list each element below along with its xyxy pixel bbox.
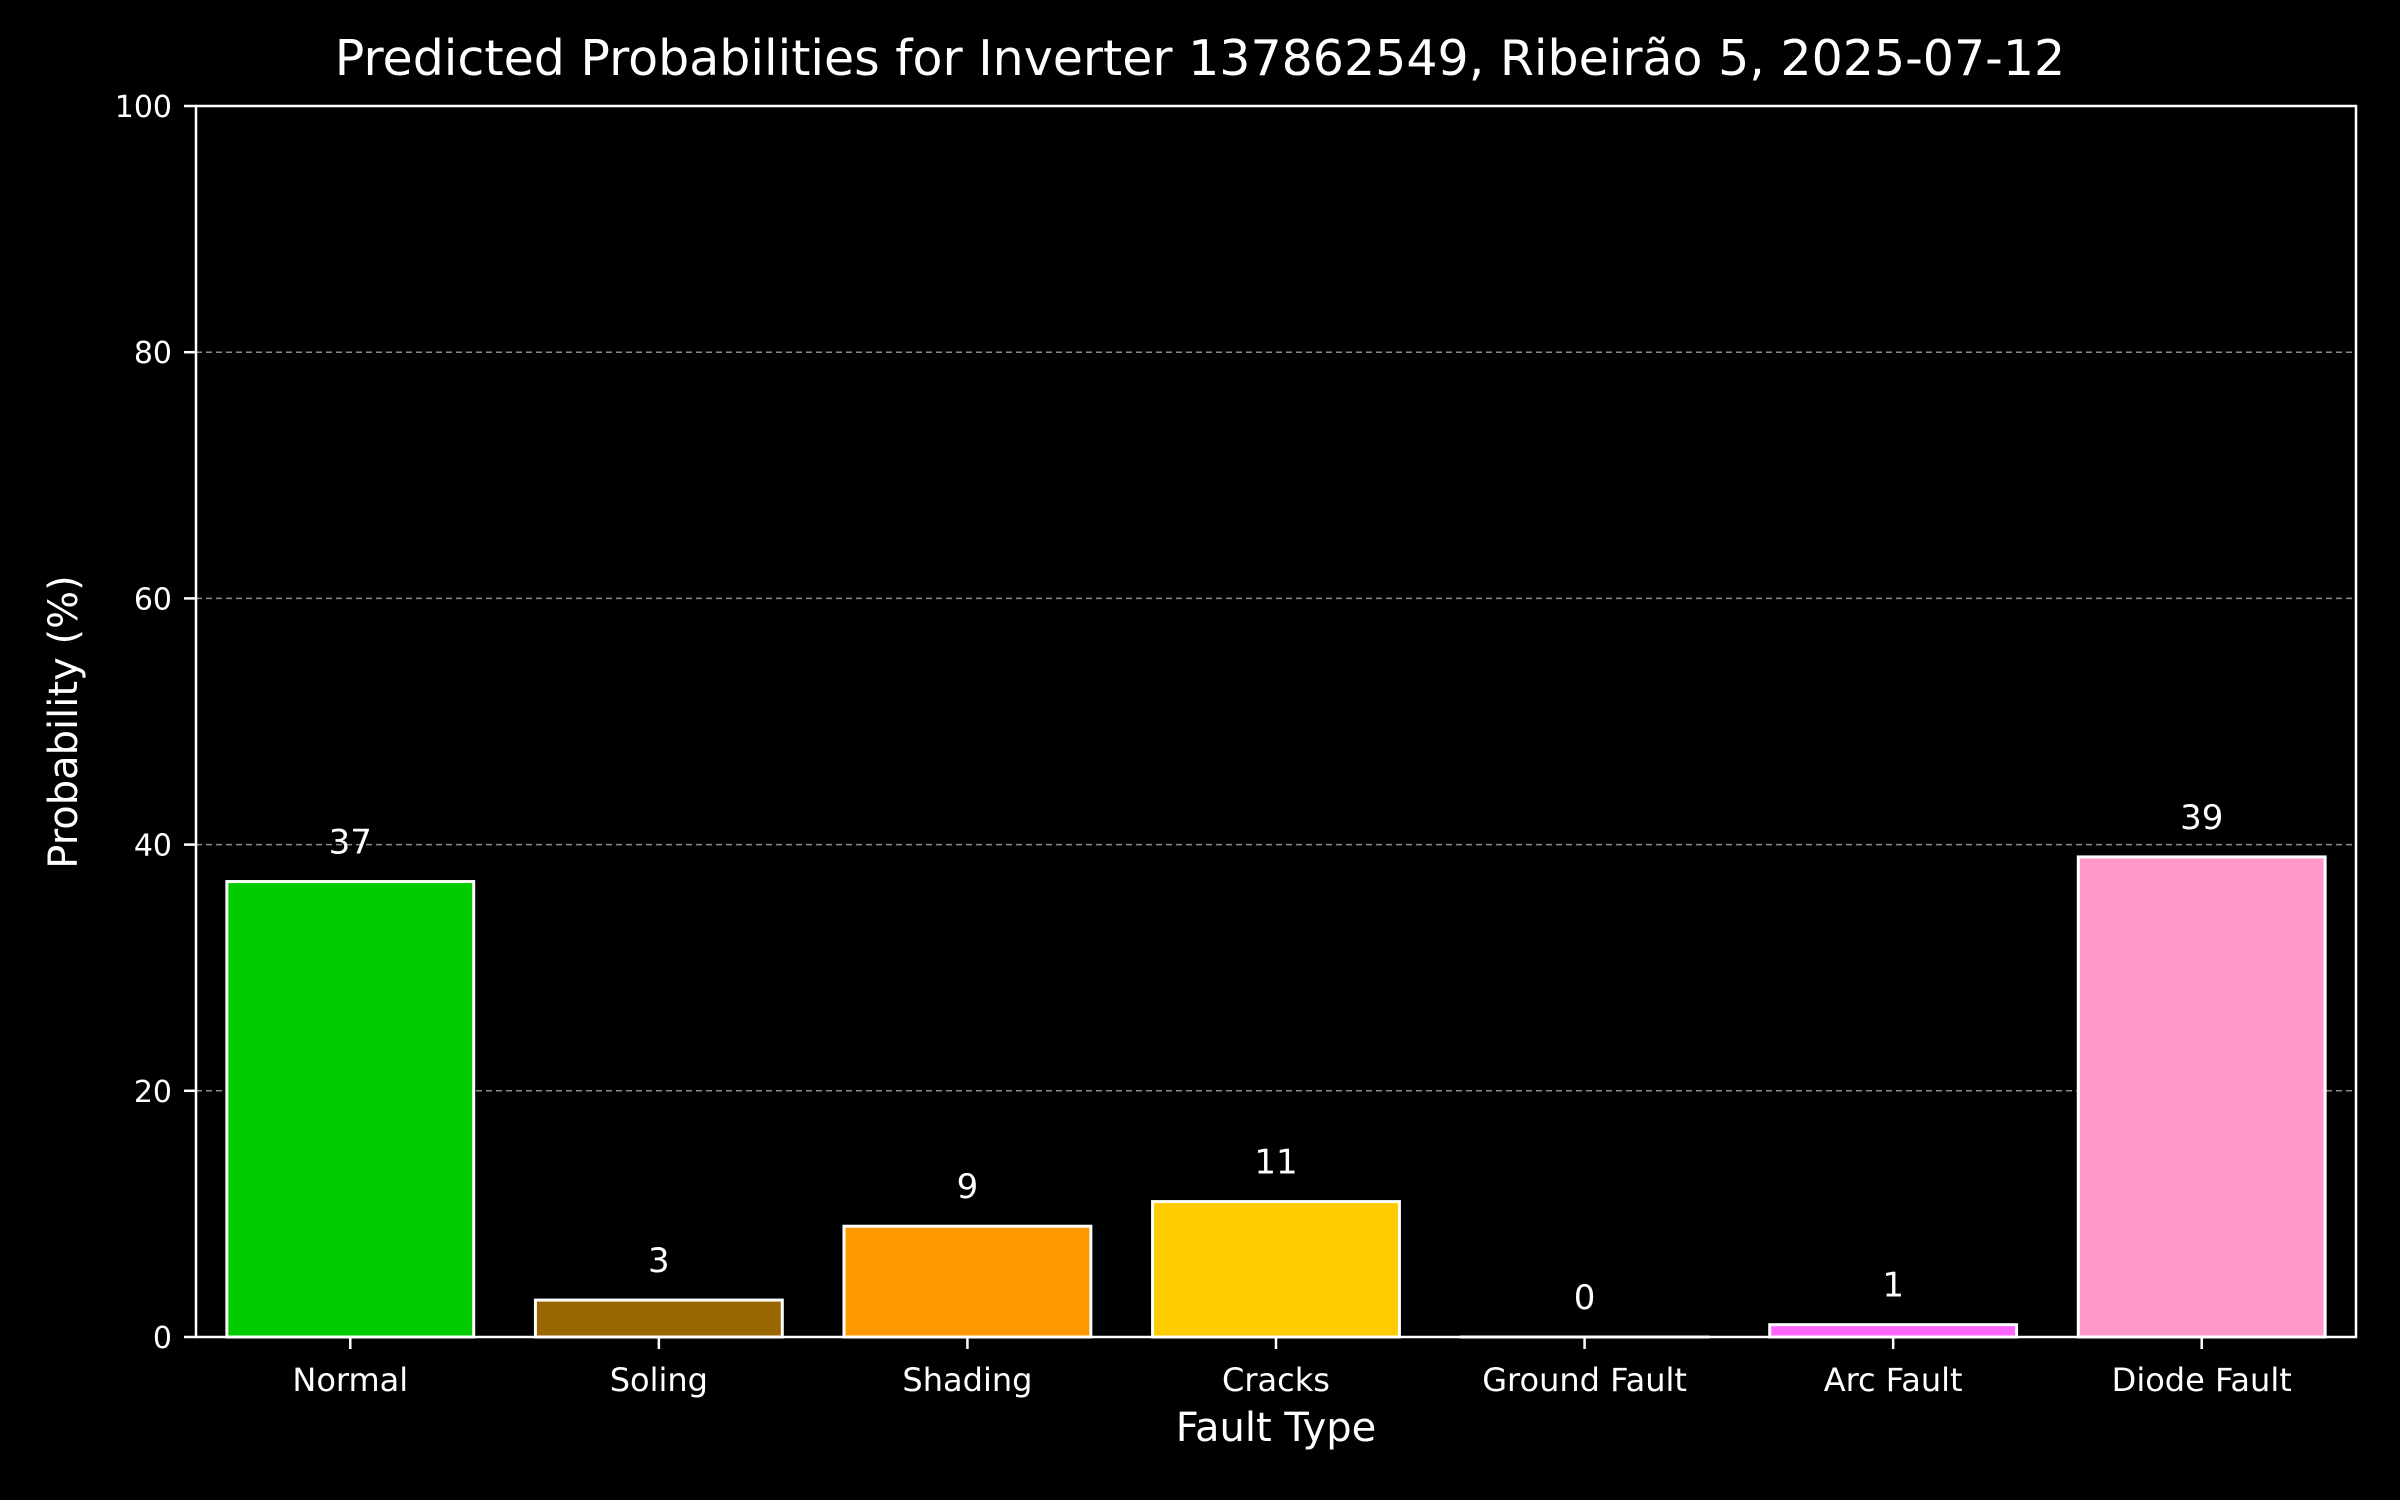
y-tick-label: 100 [115,90,172,125]
bar-value-label: 39 [2180,798,2223,838]
bar-value-label: 0 [1574,1278,1596,1318]
x-axis-label: Fault Type [1175,1405,1377,1451]
bar-soling [533,1298,784,1339]
bar-cracks [1151,1200,1401,1339]
bar-diode-fault [2076,855,2327,1339]
x-axis-ticks: Normal Soling Shading Cracks Ground Fault Arc… [292,1337,2292,1399]
bar-normal [225,880,476,1339]
chart-title: Predicted Probabilities for Inverter 137… [334,30,2066,87]
y-tick-label: 80 [134,336,172,371]
x-tick-label: Normal [292,1361,408,1399]
bar-value-label: 3 [648,1241,670,1281]
bar-arc-fault [1768,1323,2019,1339]
bar-shading [842,1224,1093,1339]
x-tick-label: Ground Fault [1482,1361,1687,1399]
x-tick-label: Shading [902,1361,1032,1399]
x-tick-label: Soling [610,1361,708,1399]
y-axis-label: Probability (%) [41,575,87,869]
bar-value-label: 9 [957,1167,979,1207]
grid-lines [196,351,2356,1092]
bar-value-label: 37 [329,823,372,863]
y-tick-label: 0 [153,1321,172,1356]
x-tick-label: Diode Fault [2112,1361,2292,1399]
y-tick-label: 20 [134,1075,172,1110]
x-tick-label: Arc Fault [1824,1361,1963,1399]
y-tick-label: 60 [134,582,172,617]
bar-value-label: 11 [1254,1143,1297,1183]
bars [225,855,2327,1339]
y-tick-label: 40 [134,829,172,864]
x-tick-label: Cracks [1222,1361,1330,1399]
y-axis-ticks: 0 20 40 60 80 100 [115,90,196,1356]
bar-value-label: 1 [1882,1266,1904,1306]
